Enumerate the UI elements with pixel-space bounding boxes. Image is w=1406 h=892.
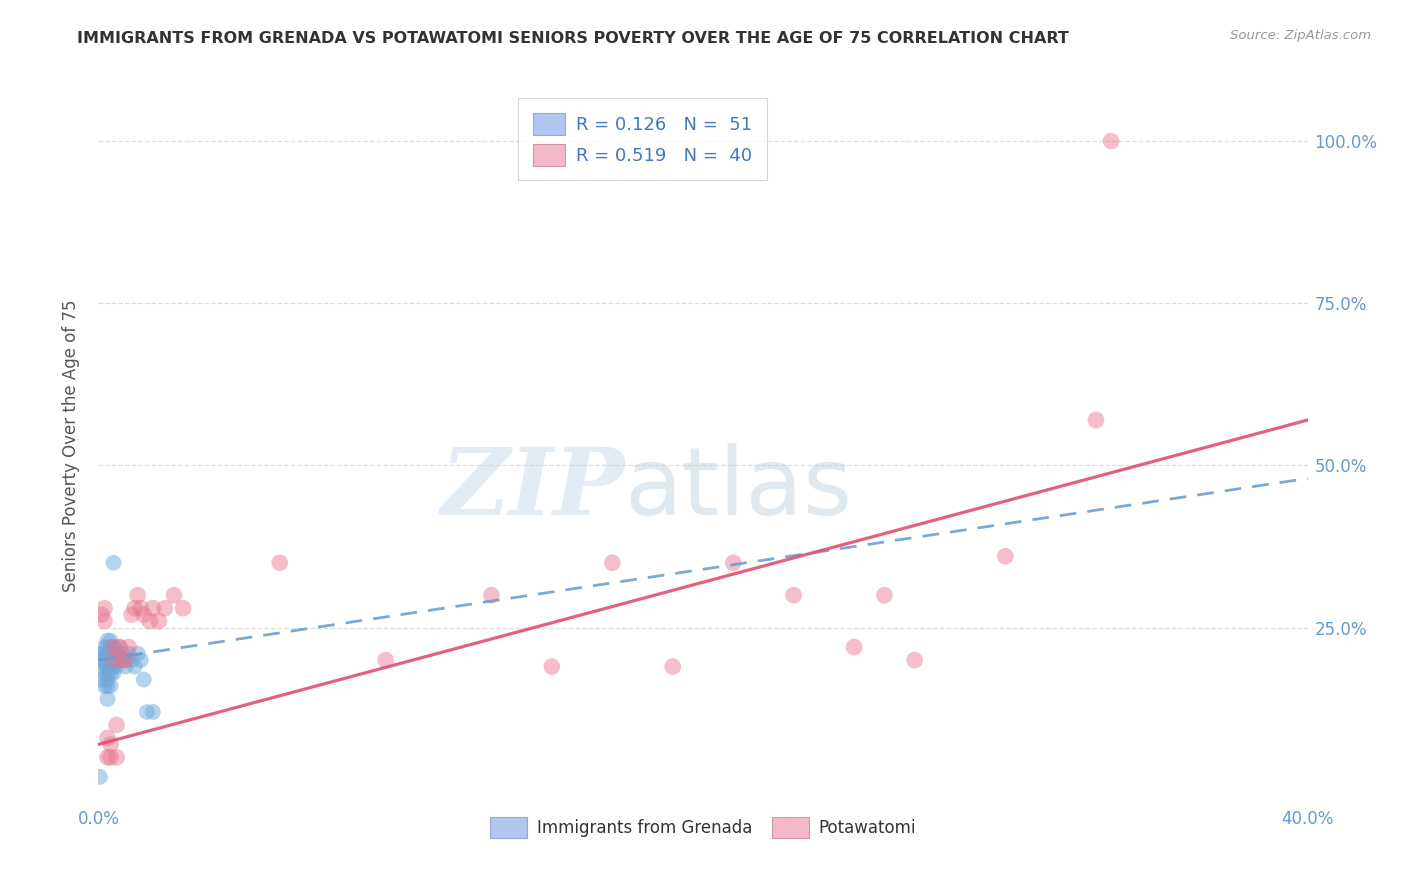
Text: ZIP: ZIP <box>440 444 624 533</box>
Point <box>96 673 118 687</box>
Point <box>90 647 112 661</box>
Point <box>96 750 118 764</box>
Point <box>96 666 118 681</box>
Point <box>103 659 125 673</box>
Point <box>89 770 111 784</box>
Point <box>100 738 122 752</box>
Point <box>100 659 122 673</box>
Point <box>142 705 165 719</box>
Point <box>481 588 503 602</box>
Point <box>96 653 118 667</box>
Point <box>124 601 146 615</box>
Point <box>108 640 131 654</box>
Point <box>100 640 122 654</box>
Point <box>844 640 866 654</box>
Point <box>153 601 176 615</box>
Point <box>96 633 118 648</box>
Point <box>129 601 152 615</box>
Point <box>105 647 128 661</box>
Point <box>148 614 170 628</box>
Point <box>93 679 115 693</box>
Point <box>723 556 745 570</box>
Text: atlas: atlas <box>624 442 852 535</box>
Point <box>105 659 128 673</box>
Point <box>100 633 122 648</box>
Point <box>90 607 112 622</box>
Point <box>127 588 149 602</box>
Point <box>93 601 115 615</box>
Point <box>172 601 194 615</box>
Point <box>783 588 806 602</box>
Point <box>142 601 165 615</box>
Point <box>103 653 125 667</box>
Point <box>108 653 131 667</box>
Point <box>93 614 115 628</box>
Point <box>91 653 114 667</box>
Point <box>96 640 118 654</box>
Point <box>1085 413 1108 427</box>
Point <box>96 653 118 667</box>
Point <box>127 647 149 661</box>
Point <box>100 653 122 667</box>
Point <box>374 653 396 667</box>
Point <box>602 556 624 570</box>
Point <box>904 653 927 667</box>
Point <box>100 647 122 661</box>
Point <box>90 653 112 667</box>
Point <box>105 653 128 667</box>
Point <box>108 640 131 654</box>
Point <box>121 607 143 622</box>
Point <box>93 666 115 681</box>
Point <box>96 731 118 745</box>
Point <box>540 659 562 673</box>
Point <box>114 653 136 667</box>
Point <box>111 653 134 667</box>
Point <box>139 614 162 628</box>
Point <box>100 679 122 693</box>
Point <box>94 659 117 673</box>
Point <box>96 647 118 661</box>
Point <box>105 718 128 732</box>
Point <box>873 588 896 602</box>
Point <box>121 653 143 667</box>
Point <box>105 750 128 764</box>
Point <box>163 588 186 602</box>
Point <box>111 653 134 667</box>
Point <box>96 692 118 706</box>
Y-axis label: Seniors Poverty Over the Age of 75: Seniors Poverty Over the Age of 75 <box>62 300 80 592</box>
Point <box>129 653 152 667</box>
Point <box>135 705 157 719</box>
Point <box>103 653 125 667</box>
Point <box>93 653 115 667</box>
Point <box>96 659 118 673</box>
Point <box>132 607 155 622</box>
Point <box>100 750 122 764</box>
Point <box>103 556 125 570</box>
Text: IMMIGRANTS FROM GRENADA VS POTAWATOMI SENIORS POVERTY OVER THE AGE OF 75 CORRELA: IMMIGRANTS FROM GRENADA VS POTAWATOMI SE… <box>77 31 1069 46</box>
Point <box>100 666 122 681</box>
Point <box>111 647 134 661</box>
Point <box>269 556 291 570</box>
Point <box>661 659 683 673</box>
Text: Source: ZipAtlas.com: Source: ZipAtlas.com <box>1230 29 1371 42</box>
Point <box>103 640 125 654</box>
Point <box>132 673 155 687</box>
Point <box>114 653 136 667</box>
Point <box>118 640 141 654</box>
Legend: Immigrants from Grenada, Potawatomi: Immigrants from Grenada, Potawatomi <box>484 811 922 845</box>
Point <box>114 659 136 673</box>
Point <box>96 679 118 693</box>
Point <box>103 666 125 681</box>
Point <box>118 647 141 661</box>
Point <box>93 640 115 654</box>
Point <box>994 549 1017 564</box>
Point <box>90 673 112 687</box>
Point <box>93 647 115 661</box>
Point <box>103 647 125 661</box>
Point <box>124 659 146 673</box>
Point <box>103 640 125 654</box>
Point <box>1099 134 1122 148</box>
